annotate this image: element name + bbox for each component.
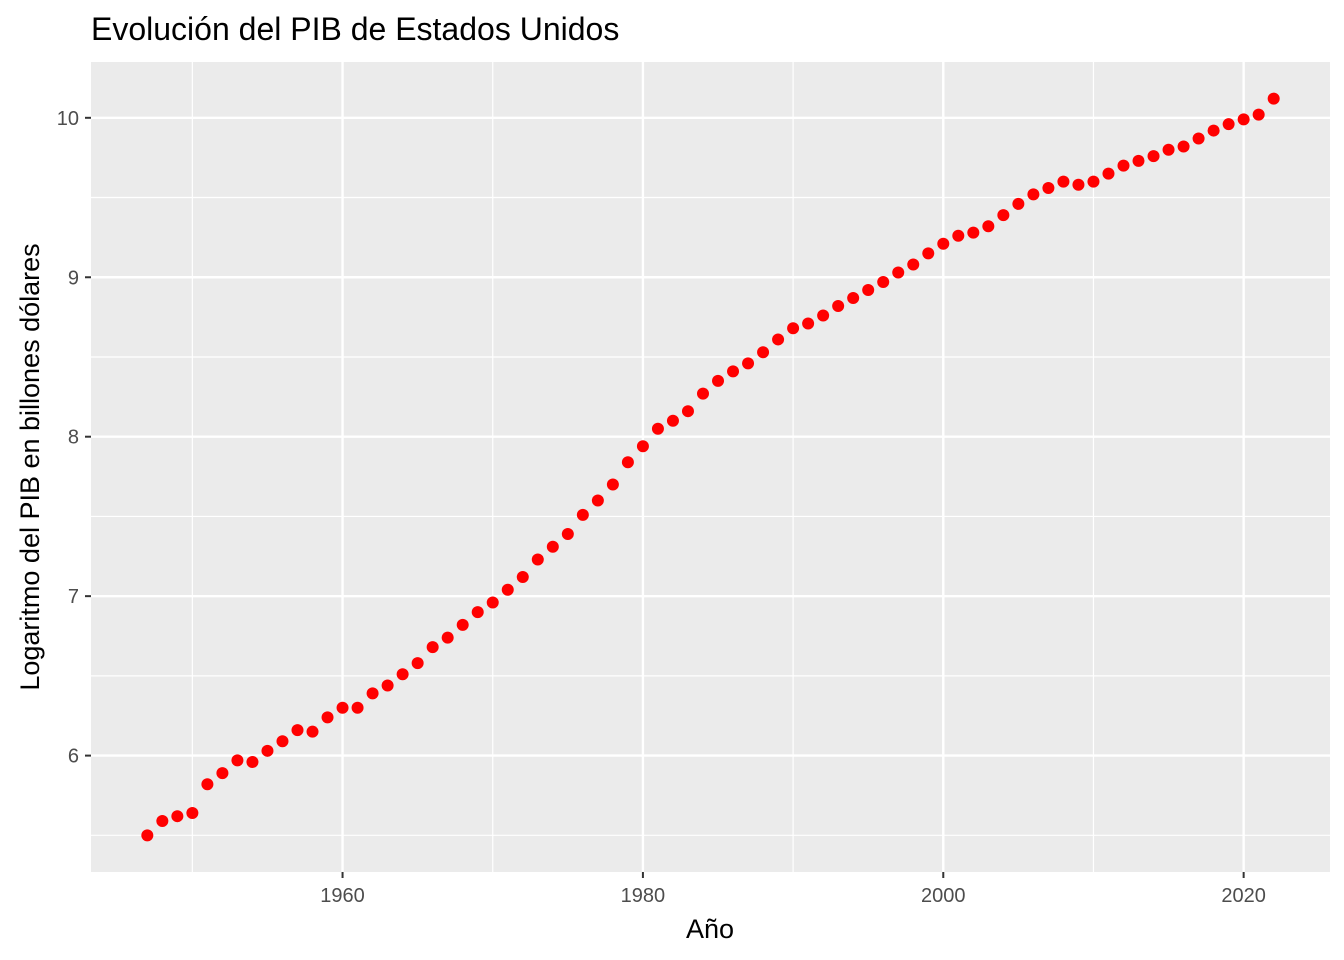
data-point [742, 357, 755, 370]
data-point [276, 735, 289, 748]
data-point [1147, 150, 1160, 163]
data-point [351, 701, 364, 714]
data-point [817, 309, 830, 322]
data-point [321, 711, 334, 724]
data-point [757, 346, 770, 359]
x-tick-label: 1980 [621, 885, 666, 907]
data-point [1192, 132, 1205, 145]
data-point [501, 583, 514, 596]
data-point [696, 387, 709, 400]
data-point [1132, 154, 1145, 167]
data-point [441, 631, 454, 644]
data-point [576, 508, 589, 521]
data-point [847, 291, 860, 304]
data-point [606, 478, 619, 491]
data-point [636, 440, 649, 453]
data-point [246, 755, 259, 768]
y-tick-label: 8 [68, 427, 79, 449]
data-point [1087, 175, 1100, 188]
data-point [982, 220, 995, 233]
data-point [591, 494, 604, 507]
data-point [1267, 92, 1280, 105]
data-point [832, 299, 845, 312]
data-point [1162, 143, 1175, 156]
plot-panel [91, 62, 1330, 872]
data-point [1042, 181, 1055, 194]
data-point [291, 724, 304, 737]
data-point [486, 596, 499, 609]
data-point [922, 247, 935, 260]
data-point [336, 701, 349, 714]
chart-title: Evolución del PIB de Estados Unidos [91, 11, 619, 47]
data-point [306, 725, 319, 738]
x-tick-label: 1960 [320, 885, 365, 907]
data-point [1222, 118, 1235, 131]
data-point [1012, 197, 1025, 210]
data-point [396, 668, 409, 681]
data-point [366, 687, 379, 700]
major-gridlines [91, 62, 1330, 872]
data-point [651, 422, 664, 435]
data-point [561, 527, 574, 540]
data-point [712, 374, 725, 387]
data-point [907, 258, 920, 271]
data-point [156, 814, 169, 827]
x-axis: 1960 1980 2000 2020 [320, 872, 1266, 907]
data-points [141, 92, 1280, 842]
data-point [1102, 167, 1115, 180]
y-axis: 6 7 8 9 10 [57, 108, 91, 768]
y-axis-title: Logaritmo del PIB en billones dólares [15, 243, 45, 690]
data-point [1027, 188, 1040, 201]
data-point [471, 606, 484, 619]
data-point [892, 266, 905, 279]
data-point [261, 744, 274, 757]
data-point [171, 810, 184, 823]
data-point [1057, 175, 1070, 188]
data-point [1177, 140, 1190, 153]
data-point [1207, 124, 1220, 137]
data-point [1072, 178, 1085, 191]
data-point [456, 618, 469, 631]
data-point [681, 405, 694, 418]
x-axis-title: Año [686, 914, 734, 944]
y-tick-label: 6 [68, 746, 79, 768]
y-tick-label: 9 [68, 267, 79, 289]
data-point [967, 226, 980, 239]
data-point [216, 767, 229, 780]
data-point [1237, 113, 1250, 126]
data-point [516, 571, 529, 584]
data-point [426, 641, 439, 654]
data-point [877, 276, 890, 289]
data-point [186, 807, 199, 820]
data-point [727, 365, 740, 378]
x-tick-label: 2000 [921, 885, 966, 907]
data-point [621, 456, 634, 469]
data-point [531, 553, 544, 566]
data-point [862, 284, 875, 297]
y-tick-label: 10 [57, 108, 79, 130]
data-point [787, 322, 800, 335]
data-point [1117, 159, 1130, 172]
data-point [141, 829, 154, 842]
data-point [1252, 108, 1265, 121]
data-point [937, 237, 950, 250]
data-point [411, 657, 424, 670]
data-point [802, 317, 815, 330]
minor-gridlines [91, 62, 1330, 872]
data-point [231, 754, 244, 767]
x-tick-label: 2020 [1221, 885, 1266, 907]
data-point [772, 333, 785, 346]
y-tick-label: 7 [68, 586, 79, 608]
data-point [952, 229, 965, 242]
data-point [201, 778, 214, 791]
data-point [381, 679, 394, 692]
data-point [666, 414, 679, 427]
data-point [997, 209, 1010, 222]
data-point [546, 540, 559, 553]
